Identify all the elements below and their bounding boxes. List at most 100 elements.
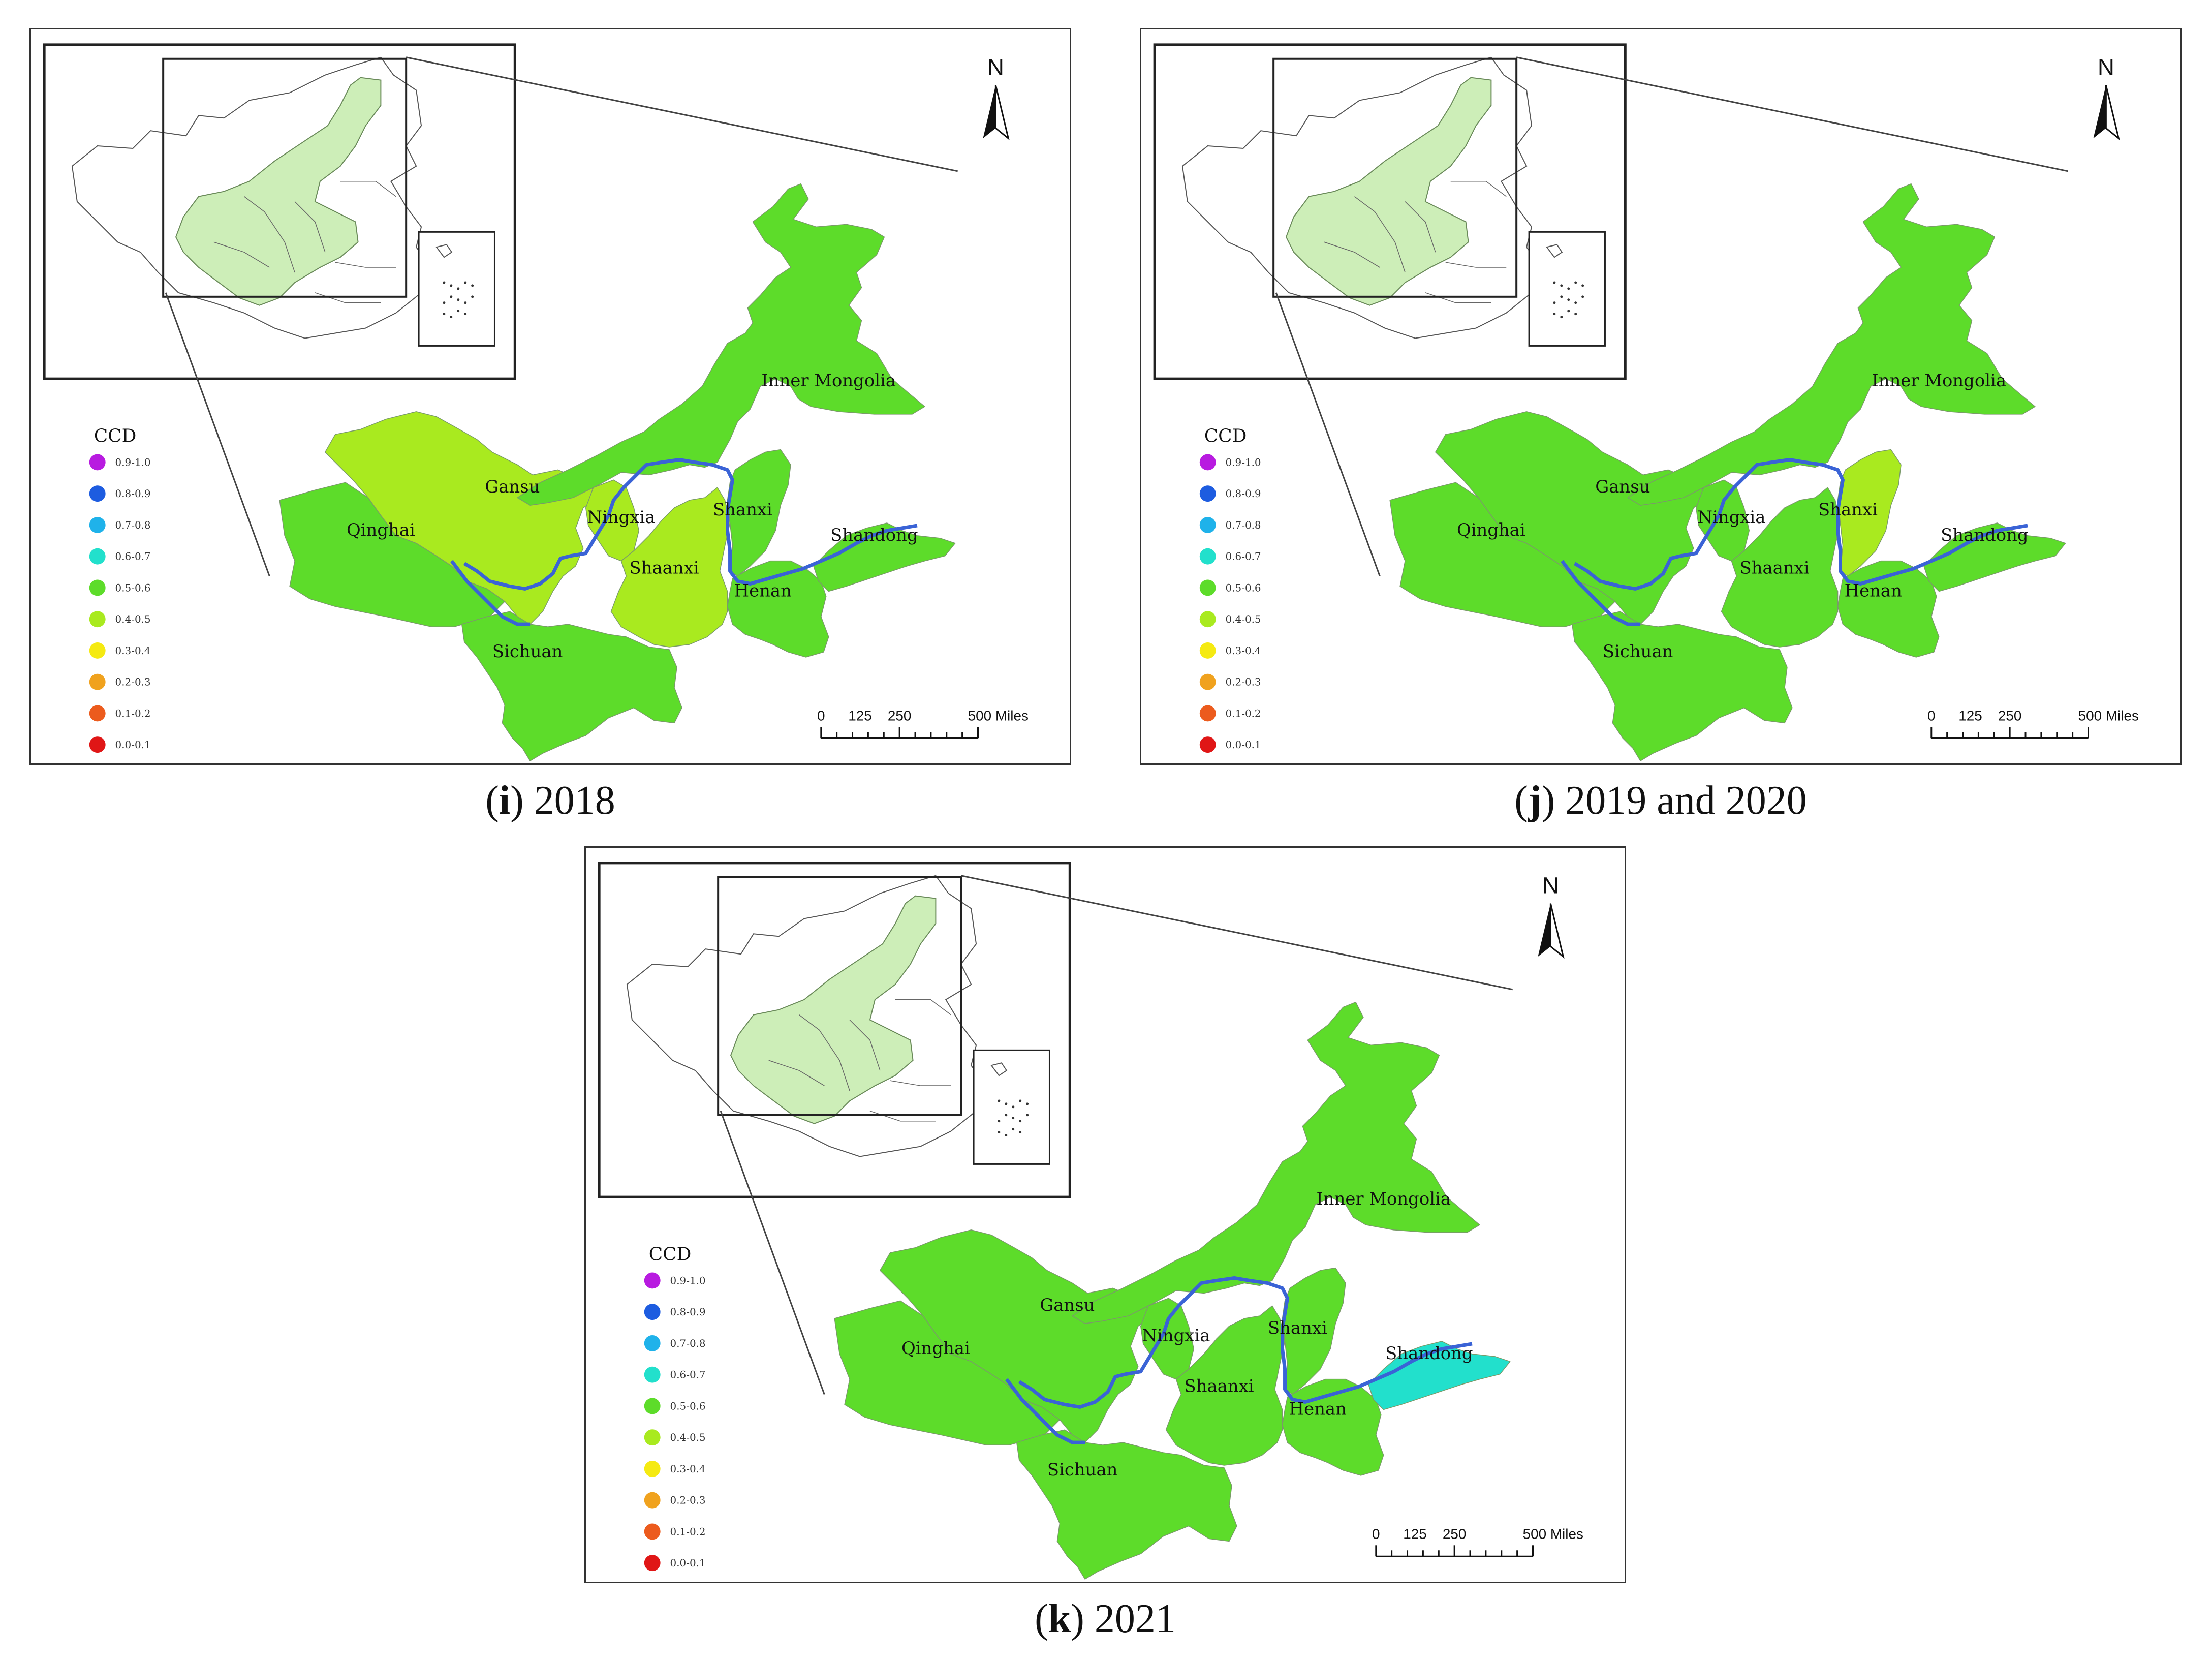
label-shaanxi: Shaanxi bbox=[630, 558, 699, 578]
legend-swatch bbox=[1199, 611, 1216, 628]
scale-tick-label: 0 bbox=[1372, 1526, 1380, 1542]
legend-label: 0.0-0.1 bbox=[670, 1557, 706, 1569]
legend-label: 0.8-0.9 bbox=[670, 1306, 706, 1318]
province-gansu bbox=[325, 411, 599, 625]
label-qinghai: Qinghai bbox=[1457, 520, 1525, 540]
label-shaanxi: Shaanxi bbox=[1185, 1376, 1254, 1396]
legend-label: 0.6-0.7 bbox=[1226, 551, 1261, 563]
legend-swatch bbox=[1199, 642, 1216, 659]
map-svg: Qinghai Sichuan Gansu Inner Mongolia Ningxia… bbox=[1153, 43, 2139, 761]
legend-swatch bbox=[89, 736, 106, 753]
scale-tick-label: 250 bbox=[1998, 708, 2022, 723]
legend-swatch bbox=[644, 1492, 661, 1509]
legend-swatch bbox=[89, 517, 106, 533]
scale-tick-label: 500 Miles bbox=[968, 708, 1029, 723]
label-shanxi: Shanxi bbox=[713, 500, 772, 519]
legend-label: 0.1-0.2 bbox=[670, 1526, 706, 1537]
scale-tick-label: 125 bbox=[848, 708, 872, 723]
label-qinghai: Qinghai bbox=[901, 1338, 970, 1358]
label-qinghai: Qinghai bbox=[347, 520, 415, 540]
scale-tick-label: 125 bbox=[1958, 708, 1982, 723]
label-inner-mongolia: Inner Mongolia bbox=[1872, 371, 2006, 390]
scale-bar: 0 125 250 500 Miles bbox=[817, 708, 1029, 739]
province-henan bbox=[727, 560, 829, 658]
north-arrow-icon: N bbox=[983, 54, 1010, 140]
province-sichuan bbox=[1571, 611, 1793, 761]
legend-swatch bbox=[644, 1272, 661, 1289]
label-ningxia: Ningxia bbox=[1142, 1326, 1210, 1345]
label-henan: Henan bbox=[1845, 580, 1902, 600]
label-henan: Henan bbox=[1289, 1399, 1347, 1419]
legend-swatch bbox=[89, 579, 106, 596]
label-shandong: Shandong bbox=[1385, 1343, 1473, 1363]
legend-label: 0.7-0.8 bbox=[1226, 519, 1261, 531]
legend-title: CCD bbox=[94, 426, 137, 447]
legend: CCD 0.9-1.0 0.8-0.9 0.7-0.8 0.6-0.7 0.5-0.6 0.… bbox=[644, 1244, 706, 1572]
province-inner-mongolia bbox=[517, 183, 925, 506]
legend-label: 0.8-0.9 bbox=[115, 488, 151, 500]
label-shandong: Shandong bbox=[830, 525, 918, 545]
inset-map bbox=[598, 862, 1071, 1198]
province-sichuan bbox=[461, 611, 682, 761]
legend-label: 0.7-0.8 bbox=[115, 519, 151, 531]
province-shandong bbox=[1368, 1341, 1511, 1410]
svg-text:N: N bbox=[987, 54, 1004, 80]
legend-swatch bbox=[644, 1523, 661, 1540]
province-inner-mongolia bbox=[1072, 1001, 1480, 1324]
map-svg: Qinghai Sichuan Gansu Inner Mongolia Ningxia… bbox=[43, 43, 1029, 761]
legend-label: 0.0-0.1 bbox=[115, 739, 151, 751]
legend: CCD 0.9-1.0 0.8-0.9 0.7-0.8 0.6-0.7 0.5-0.6 0.… bbox=[1199, 426, 1261, 753]
caption-2018: (i) 2018 bbox=[485, 778, 615, 823]
legend-label: 0.6-0.7 bbox=[670, 1369, 706, 1381]
legend-swatch bbox=[89, 611, 106, 628]
legend-label: 0.4-0.5 bbox=[115, 613, 151, 625]
legend-label: 0.0-0.1 bbox=[1226, 739, 1261, 751]
legend-label: 0.9-1.0 bbox=[115, 456, 151, 468]
legend-swatch bbox=[1199, 673, 1216, 690]
province-gansu bbox=[880, 1229, 1154, 1443]
legend-label: 0.2-0.3 bbox=[670, 1495, 706, 1506]
province-shandong bbox=[813, 522, 956, 592]
legend-title: CCD bbox=[649, 1244, 692, 1265]
legend-label: 0.5-0.6 bbox=[670, 1400, 706, 1412]
province-shaanxi bbox=[610, 487, 731, 648]
caption-2019-2020: (j) 2019 and 2020 bbox=[1514, 778, 1807, 823]
legend-swatch bbox=[644, 1335, 661, 1351]
label-sichuan: Sichuan bbox=[1047, 1460, 1118, 1480]
inset-map bbox=[1153, 43, 1627, 380]
yellow-river bbox=[1018, 1276, 1473, 1409]
label-inner-mongolia: Inner Mongolia bbox=[761, 371, 896, 390]
label-sichuan: Sichuan bbox=[492, 641, 563, 661]
scale-bar: 0 125 250 500 Miles bbox=[1372, 1526, 1583, 1557]
legend-label: 0.4-0.5 bbox=[1226, 613, 1261, 625]
legend-swatch bbox=[1199, 485, 1216, 502]
legend-swatch bbox=[89, 642, 106, 659]
label-shandong: Shandong bbox=[1941, 525, 2028, 545]
legend-swatch bbox=[1199, 579, 1216, 596]
map-panel-2019-2020: Qinghai Sichuan Gansu Inner Mongolia Ningxia… bbox=[1140, 28, 2182, 765]
legend-swatch bbox=[89, 454, 106, 471]
province-henan bbox=[1837, 560, 1940, 658]
legend-swatch bbox=[89, 705, 106, 722]
legend-label: 0.4-0.5 bbox=[670, 1432, 706, 1443]
province-shaanxi bbox=[1721, 487, 1841, 648]
legend-swatch bbox=[89, 548, 106, 565]
label-gansu: Gansu bbox=[485, 477, 540, 497]
map-panel-2018: Qinghai Sichuan Gansu Inner Mongolia Ningxia… bbox=[29, 28, 1071, 765]
province-inner-mongolia bbox=[1627, 183, 2036, 506]
legend-label: 0.9-1.0 bbox=[670, 1275, 706, 1286]
scale-tick-label: 250 bbox=[1443, 1526, 1467, 1542]
legend-swatch bbox=[89, 485, 106, 502]
caption-2021: (k) 2021 bbox=[1035, 1596, 1176, 1641]
legend-swatch bbox=[1199, 517, 1216, 533]
legend-label: 0.8-0.9 bbox=[1226, 488, 1261, 500]
scale-tick-label: 500 Miles bbox=[2078, 708, 2139, 723]
province-layer bbox=[834, 1001, 1511, 1580]
scale-tick-label: 125 bbox=[1403, 1526, 1427, 1542]
legend-label: 0.3-0.4 bbox=[670, 1463, 706, 1475]
province-sichuan bbox=[1016, 1429, 1237, 1580]
legend-label: 0.2-0.3 bbox=[1226, 676, 1261, 688]
label-gansu: Gansu bbox=[1595, 477, 1650, 497]
inset-map bbox=[43, 43, 516, 380]
legend-swatch bbox=[1199, 705, 1216, 722]
